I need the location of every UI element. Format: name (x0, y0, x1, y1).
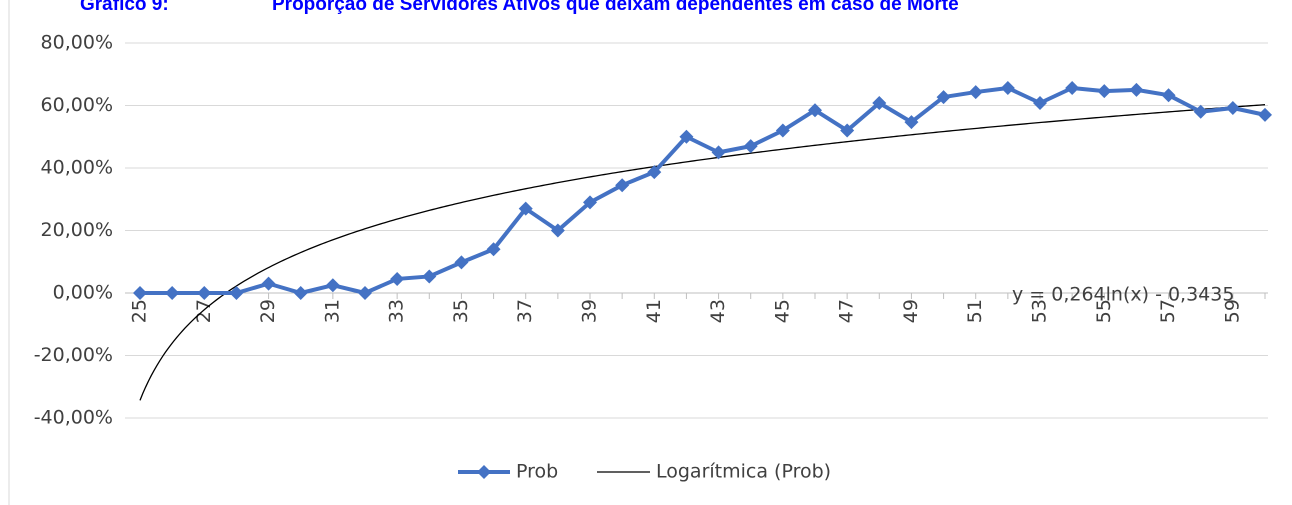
marker (229, 286, 244, 300)
marker (743, 139, 758, 154)
series-line (140, 86, 1266, 295)
marker (775, 123, 790, 138)
marker (1193, 104, 1208, 119)
x-tick-label: 25 (129, 299, 151, 323)
trendline (139, 104, 1266, 401)
x-tick-label: 31 (321, 299, 343, 323)
x-tick-label: 27 (193, 299, 215, 323)
marker (808, 103, 822, 118)
y-tick-label: 60,00% (41, 94, 113, 116)
marker (904, 115, 919, 130)
marker (197, 286, 212, 300)
marker (486, 242, 501, 257)
x-tick-label: 51 (964, 299, 986, 323)
marker (1258, 107, 1272, 122)
x-tick-label: 45 (771, 299, 793, 323)
marker (1225, 101, 1240, 115)
x-tick-label: 47 (836, 299, 858, 323)
x-tick-label: 43 (707, 299, 729, 323)
marker (679, 129, 694, 144)
legend-marker (477, 465, 491, 479)
marker (1033, 96, 1047, 110)
x-tick-label: 59 (1221, 299, 1243, 323)
marker (550, 223, 565, 238)
marker (711, 145, 726, 160)
x-tick-label: 57 (1157, 299, 1179, 323)
marker (454, 255, 469, 270)
marker (872, 96, 887, 110)
trendline-label: y = 0,264ln(x) - 0,3435 (1012, 284, 1234, 306)
marker (1065, 81, 1080, 95)
marker (325, 278, 340, 293)
y-tick-label: 40,00% (41, 157, 113, 179)
marker (293, 286, 308, 300)
y-tick-label: 80,00% (41, 32, 113, 54)
x-tick-label: 55 (1093, 299, 1115, 323)
y-tick-label: -20,00% (34, 344, 113, 366)
x-tick-label: 41 (643, 299, 665, 323)
marker (422, 269, 437, 284)
marker (133, 286, 147, 300)
marker (1161, 88, 1176, 103)
marker (615, 178, 630, 193)
chart-title: Gráfico 9: (80, 0, 169, 15)
x-tick-label: 33 (386, 299, 408, 323)
marker (1097, 84, 1112, 99)
marker (1000, 81, 1015, 95)
y-tick-label: -40,00% (34, 407, 113, 429)
y-tick-label: 20,00% (41, 219, 113, 241)
x-tick-label: 35 (450, 299, 472, 323)
x-tick-label: 53 (1029, 299, 1051, 323)
x-tick-label: 29 (257, 299, 279, 323)
x-tick-label: 49 (900, 299, 922, 323)
y-tick-label: 0,00% (53, 282, 113, 304)
chart-subtitle: Proporção de Servidores Ativos que deixa… (272, 0, 959, 15)
legend-label: Prob (516, 461, 558, 483)
marker (840, 123, 855, 138)
marker (165, 286, 180, 300)
marker (647, 165, 662, 180)
marker (358, 286, 372, 300)
x-tick-label: 37 (514, 299, 536, 323)
marker (968, 85, 983, 100)
x-tick-label: 39 (579, 299, 601, 323)
marker (390, 271, 405, 286)
marker (936, 90, 951, 105)
marker (261, 276, 276, 291)
legend-label: Logarítmica (Prob) (656, 461, 831, 483)
marker (583, 195, 597, 210)
marker (1129, 82, 1144, 97)
marker (518, 201, 533, 216)
